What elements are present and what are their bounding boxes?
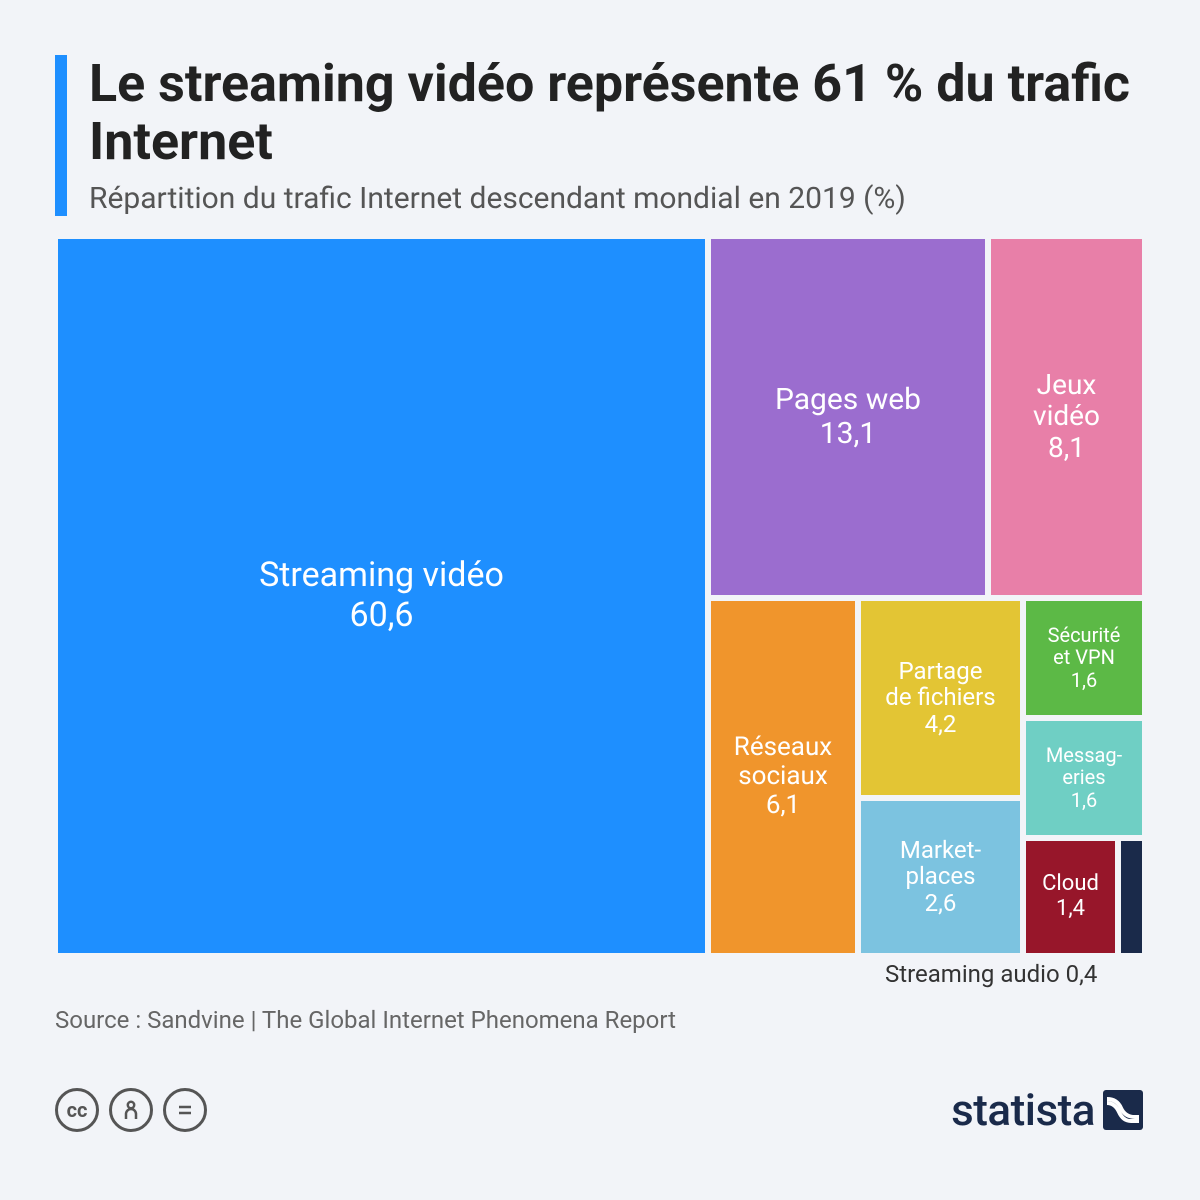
cell-value: 2,6	[925, 889, 957, 918]
cell-label: Streaming vidéo	[259, 557, 504, 594]
treemap-cell: Sécuritéet VPN1,6	[1023, 598, 1145, 718]
cc-icon: cc	[55, 1088, 99, 1132]
treemap-cell: Jeuxvidéo8,1	[988, 236, 1145, 598]
cell-value: 4,2	[925, 710, 957, 739]
cell-label: Réseauxsociaux	[734, 733, 832, 790]
treemap-cell	[1118, 838, 1145, 956]
cell-label: Cloud	[1042, 872, 1099, 896]
cell-label: Jeuxvidéo	[1033, 370, 1100, 432]
statista-logo: statista	[951, 1084, 1145, 1136]
cell-value: 1,6	[1071, 788, 1097, 812]
by-icon	[109, 1088, 153, 1132]
cell-label: Messag-eries	[1046, 744, 1122, 788]
header: Le streaming vidéo représente 61 % du tr…	[55, 55, 1145, 216]
license-icons: cc	[55, 1088, 207, 1132]
statista-wave-icon	[1101, 1088, 1145, 1132]
accent-bar	[55, 55, 67, 216]
outside-cell-label: Streaming audio 0,4	[885, 960, 1097, 988]
source-text: Source : Sandvine | The Global Internet …	[55, 1006, 1145, 1034]
treemap-chart: Streaming vidéo60,6Pages web13,1Jeuxvidé…	[55, 236, 1145, 956]
cell-label: Market-places	[900, 837, 981, 890]
cell-value: 60,6	[349, 595, 413, 636]
treemap-cell: Market-places2,6	[858, 798, 1023, 956]
cell-value: 13,1	[820, 416, 876, 452]
header-text: Le streaming vidéo représente 61 % du tr…	[89, 55, 1145, 216]
footer: cc statista	[55, 1084, 1145, 1136]
treemap-cell: Réseauxsociaux6,1	[708, 598, 858, 956]
treemap-cell: Partagede fichiers4,2	[858, 598, 1023, 798]
cell-label: Partagede fichiers	[885, 658, 995, 711]
chart-title: Le streaming vidéo représente 61 % du tr…	[89, 55, 1145, 171]
cell-value: 1,4	[1056, 896, 1085, 922]
treemap-cell: Streaming vidéo60,6	[55, 236, 708, 956]
chart-subtitle: Répartition du trafic Internet descendan…	[89, 181, 1145, 216]
treemap-cell: Messag-eries1,6	[1023, 718, 1145, 838]
cell-label: Pages web	[775, 383, 921, 416]
cell-label: Sécuritéet VPN	[1048, 624, 1121, 668]
brand-text: statista	[951, 1084, 1095, 1136]
treemap-cell: Pages web13,1	[708, 236, 988, 598]
cell-value: 8,1	[1048, 431, 1085, 465]
cell-value: 1,6	[1071, 668, 1097, 692]
cell-value: 6,1	[766, 790, 800, 821]
treemap-cell: Cloud1,4	[1023, 838, 1118, 956]
nd-icon	[163, 1088, 207, 1132]
